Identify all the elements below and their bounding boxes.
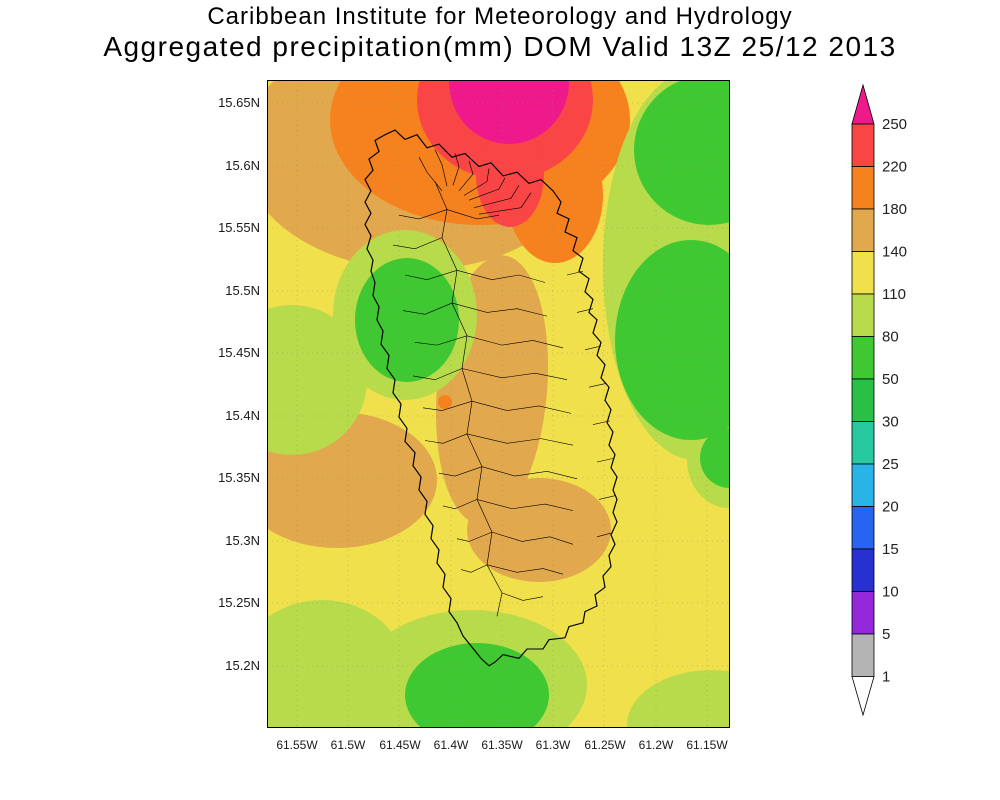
lon-tick-label: 61.5W <box>330 738 366 752</box>
lon-tick-label: 61.25W <box>584 738 626 752</box>
colorbar-tick-label: 110 <box>882 286 906 303</box>
colorbar-top-arrow <box>851 84 875 125</box>
map-frame <box>267 80 730 728</box>
precip-field <box>267 80 730 728</box>
island-dominica <box>364 129 618 667</box>
lat-tick-label: 15.2N <box>225 658 260 673</box>
colorbar-tick-label: 1 <box>882 669 890 686</box>
lon-tick-label: 61.55W <box>276 738 318 752</box>
field-green-regions <box>355 80 730 728</box>
colorbar-tick-label: 20 <box>882 499 899 516</box>
lat-tick-label: 15.55N <box>218 220 260 235</box>
lon-tick-label: 61.45W <box>379 738 421 752</box>
colorbar-tick-label: 15 <box>882 541 899 558</box>
lon-tick-label: 61.35W <box>481 738 523 752</box>
page-title: Caribbean Institute for Meteorology and … <box>0 3 1000 63</box>
lat-tick-label: 15.25N <box>218 595 260 610</box>
lat-tick-label: 15.4N <box>225 408 260 423</box>
lon-tick-label: 61.4W <box>433 738 469 752</box>
colorbar-tick-label: 25 <box>882 456 899 473</box>
colorbar-tick-label: 140 <box>882 244 907 261</box>
colorbar-tick-label: 80 <box>882 329 899 346</box>
colorbar-tick-label: 220 <box>882 159 907 176</box>
colorbar-bottom-arrow <box>851 676 875 717</box>
title-line-1: Caribbean Institute for Meteorology and … <box>207 3 793 30</box>
title-line-2: Aggregated precipitation(mm) DOM Valid 1… <box>103 31 897 62</box>
lat-tick-label: 15.65N <box>218 95 260 110</box>
colorbar-labels: 250 220 180 140 110 80 50 30 25 20 15 10… <box>882 116 907 686</box>
island-coastline <box>364 129 618 667</box>
colorbar-tick-label: 5 <box>882 626 890 643</box>
lat-tick-label: 15.45N <box>218 345 260 360</box>
colorbar: 250 220 180 140 110 80 50 30 25 20 15 10… <box>851 84 907 717</box>
field-pink-region <box>449 80 569 144</box>
colorbar-tick-label: 180 <box>882 201 907 218</box>
lat-tick-label: 15.35N <box>218 470 260 485</box>
colorbar-tick-label: 50 <box>882 371 899 388</box>
lon-tick-label: 61.2W <box>638 738 674 752</box>
colorbar-tick-label: 10 <box>882 584 899 601</box>
lat-tick-label: 15.6N <box>225 158 260 173</box>
lat-tick-label: 15.5N <box>225 283 260 298</box>
colorbar-segments <box>851 84 875 717</box>
lon-tick-label: 61.15W <box>686 738 728 752</box>
grid-lines <box>267 80 730 728</box>
watershed-lines-north-and-coastal <box>418 149 616 538</box>
lat-tick-label: 15.3N <box>225 533 260 548</box>
lon-tick-label: 61.3W <box>535 738 571 752</box>
colorbar-tick-label: 30 <box>882 414 899 431</box>
watershed-ridge-line <box>434 181 503 617</box>
precipitation-map <box>267 80 730 728</box>
watershed-lines-east <box>446 209 578 601</box>
colorbar-tick-label: 250 <box>882 116 907 133</box>
watershed-lines-west <box>392 209 493 573</box>
